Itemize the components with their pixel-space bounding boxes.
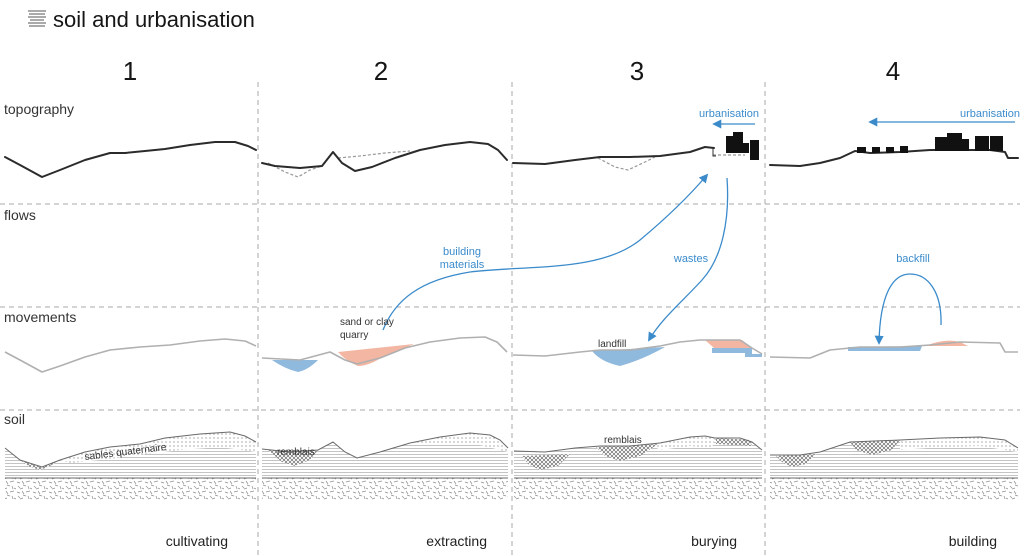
building-bracket-col3 [712,148,716,157]
soil-section-col1 [4,431,257,500]
filled-area-col2 [272,360,318,372]
column-number-4: 4 [886,56,900,86]
column-number-1: 1 [123,56,137,86]
remblais-label-col3: remblais [604,435,642,446]
extracted-area-col3 [705,340,752,348]
urbanisation-label-col3: urbanisation [699,108,759,120]
topography-profile-col3 [512,146,715,165]
stage-label-extracting: extracting [426,533,487,549]
remblais-label-col2: remblais [277,447,315,458]
soil-section-col2 [261,432,509,500]
soil-layers-icon [28,10,46,27]
soil-section-col4 [770,436,1019,500]
quarry-label-line2: quarry [340,330,368,341]
soil-section-col3 [513,435,763,500]
column-number-2: 2 [374,56,388,86]
row-label-flows: flows [4,207,36,223]
quarry-label-line1: sand or clay [340,317,394,328]
column-number-3: 3 [630,56,644,86]
column-dividers [257,82,766,556]
movement-profile-col4 [769,341,1018,359]
movement-profile-col2 [261,336,508,365]
buildings-col3 [726,132,759,160]
row-label-soil: soil [4,411,25,427]
row-label-movements: movements [4,309,76,325]
original-profile-col2 [267,150,411,178]
row-dividers [0,203,1020,411]
backfill-label: backfill [896,253,930,265]
movement-profile-col3 [512,339,763,357]
stage-label-building: building [949,533,997,549]
building-materials-label-line1: building [443,246,481,258]
urbanisation-label-col4: urbanisation [960,108,1020,120]
page-title: soil and urbanisation [53,7,255,32]
row-label-topography: topography [4,101,74,117]
landfill-label: landfill [598,339,626,350]
filled-area-col3 [712,348,762,357]
topography-profile-col2 [261,141,508,172]
wastes-arrow [648,177,729,342]
buildings-col4 [857,133,1003,153]
extracted-area-col2 [338,344,414,366]
stage-label-cultivating: cultivating [166,533,228,549]
building-materials-arrow [382,173,709,331]
stage-label-burying: burying [691,533,737,549]
topography-profile-col1 [4,141,257,178]
backfill-arrow [874,273,942,345]
building-materials-label-line2: materials [440,259,485,271]
landfill-area-col3 [592,347,665,366]
wastes-label: wastes [673,253,709,265]
movement-profile-col1 [4,338,257,373]
original-profile-col3 [597,154,745,171]
